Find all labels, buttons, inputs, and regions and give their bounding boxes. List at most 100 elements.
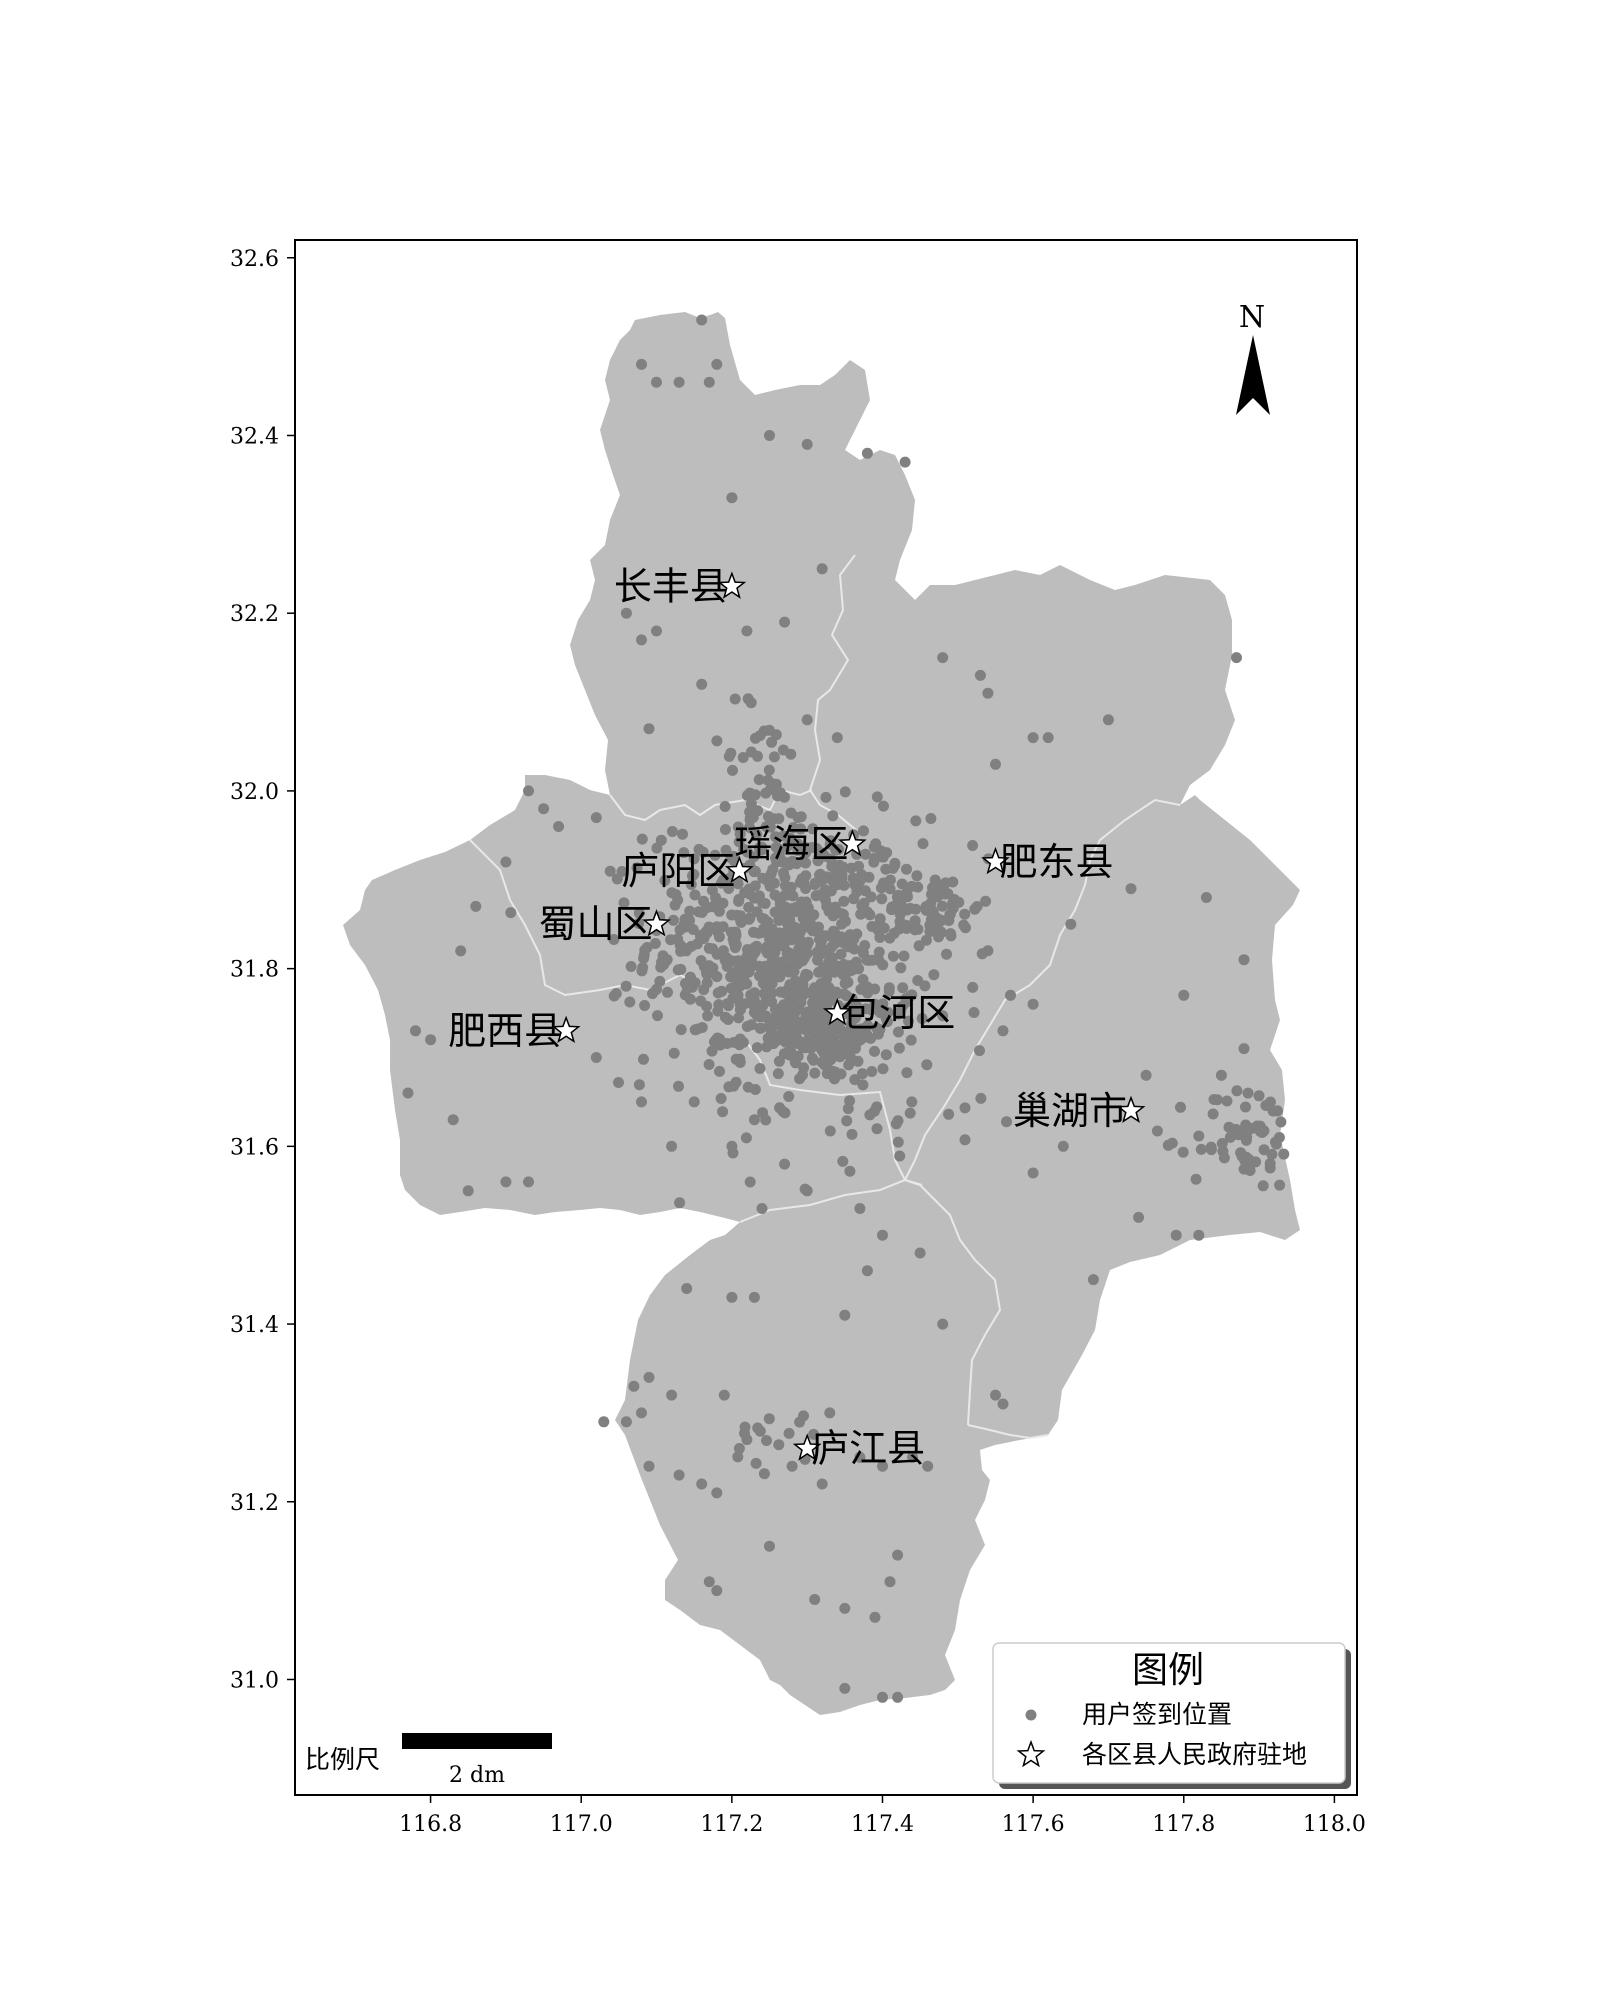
checkin-point xyxy=(753,774,765,786)
checkin-point xyxy=(834,859,845,871)
checkin-point xyxy=(941,948,952,960)
checkin-point xyxy=(674,1197,686,1209)
checkin-point xyxy=(740,1132,752,1144)
checkin-point xyxy=(728,850,739,862)
checkin-point xyxy=(1175,1101,1186,1113)
district-label: 长丰县 xyxy=(614,565,728,609)
checkin-point xyxy=(798,952,810,964)
checkin-point xyxy=(1231,1085,1243,1097)
checkin-point xyxy=(1195,1143,1207,1155)
checkin-point xyxy=(781,857,793,869)
checkin-point xyxy=(698,895,709,907)
checkin-point xyxy=(1224,1131,1236,1143)
checkin-point xyxy=(667,914,679,926)
checkin-point xyxy=(1267,1105,1279,1117)
checkin-point xyxy=(841,1115,853,1127)
checkin-point xyxy=(784,1044,796,1056)
checkin-point xyxy=(685,940,697,952)
checkin-point xyxy=(777,928,789,940)
district-seat-star-icon xyxy=(981,846,1010,875)
checkin-point xyxy=(975,1092,987,1104)
checkin-point xyxy=(733,1012,744,1024)
checkin-point xyxy=(976,948,988,960)
checkin-point xyxy=(1170,1229,1182,1241)
checkin-point xyxy=(857,1068,868,1080)
checkin-point xyxy=(876,893,888,905)
checkin-point xyxy=(741,790,753,801)
checkin-point xyxy=(1087,1274,1099,1286)
checkin-point xyxy=(831,732,843,744)
checkin-point xyxy=(801,438,813,450)
checkin-point xyxy=(877,998,889,1010)
y-tick-label: 31.8 xyxy=(230,958,279,983)
checkin-point xyxy=(744,1176,756,1188)
checkin-point xyxy=(666,1389,678,1401)
checkin-point xyxy=(809,879,821,891)
checkin-point xyxy=(854,1451,866,1463)
checkin-point xyxy=(1208,1094,1220,1105)
checkin-point xyxy=(788,1006,800,1018)
checkin-point xyxy=(892,1008,904,1020)
checkin-point xyxy=(943,1108,955,1120)
checkin-point xyxy=(703,1059,715,1070)
checkin-point xyxy=(799,1020,811,1032)
checkin-point xyxy=(871,1123,883,1135)
checkin-point xyxy=(959,908,971,920)
checkin-point xyxy=(990,1389,1001,1401)
checkin-point xyxy=(684,993,696,1005)
checkin-point xyxy=(770,841,782,853)
checkin-point xyxy=(877,1460,888,1472)
checkin-point xyxy=(809,1067,821,1079)
checkin-point xyxy=(720,844,732,856)
checkin-point xyxy=(869,1611,881,1623)
checkin-point xyxy=(760,821,772,833)
checkin-point xyxy=(911,870,923,882)
checkin-point xyxy=(643,1460,655,1472)
checkin-point xyxy=(877,1691,888,1703)
north-label: N xyxy=(1239,300,1265,335)
checkin-point xyxy=(812,954,823,966)
checkin-point xyxy=(877,1063,889,1075)
checkin-point xyxy=(899,456,911,468)
checkin-point xyxy=(906,989,918,1001)
checkin-point xyxy=(743,901,755,913)
checkin-point xyxy=(711,1585,723,1597)
legend-box xyxy=(992,1642,1346,1784)
checkin-point xyxy=(1270,1138,1282,1150)
checkin-point xyxy=(974,1045,985,1057)
checkin-point xyxy=(836,874,848,885)
checkin-point xyxy=(1065,918,1077,930)
checkin-point xyxy=(900,996,912,1008)
checkin-point xyxy=(861,447,873,459)
checkin-point xyxy=(774,1008,786,1020)
checkin-point xyxy=(643,1371,655,1383)
checkin-point xyxy=(796,873,808,885)
checkin-point xyxy=(1177,1146,1189,1158)
x-tick-label: 118.0 xyxy=(1303,1812,1366,1837)
checkin-point xyxy=(643,723,655,735)
checkin-point xyxy=(703,1576,715,1588)
checkin-point xyxy=(816,563,828,575)
checkin-point xyxy=(641,942,653,953)
checkin-point xyxy=(895,962,907,974)
checkin-point xyxy=(936,900,948,912)
checkin-point xyxy=(738,843,750,855)
checkin-point xyxy=(701,1000,713,1012)
checkin-point xyxy=(688,1096,700,1108)
boundary-lujiang-chaohu-south xyxy=(967,1424,1049,1440)
checkin-point xyxy=(730,929,742,941)
checkin-point xyxy=(659,875,671,886)
checkin-point xyxy=(766,978,778,990)
checkin-point xyxy=(719,824,731,835)
checkin-point xyxy=(729,693,741,705)
checkin-point xyxy=(926,888,937,900)
checkin-point xyxy=(604,865,616,877)
checkin-point xyxy=(857,1079,869,1091)
checkin-point xyxy=(920,904,932,916)
checkin-point xyxy=(743,966,755,978)
checkin-point xyxy=(756,841,768,853)
checkin-point xyxy=(807,925,819,937)
checkin-point xyxy=(839,1602,851,1614)
checkin-point xyxy=(844,1165,856,1177)
checkin-point xyxy=(773,1439,785,1451)
